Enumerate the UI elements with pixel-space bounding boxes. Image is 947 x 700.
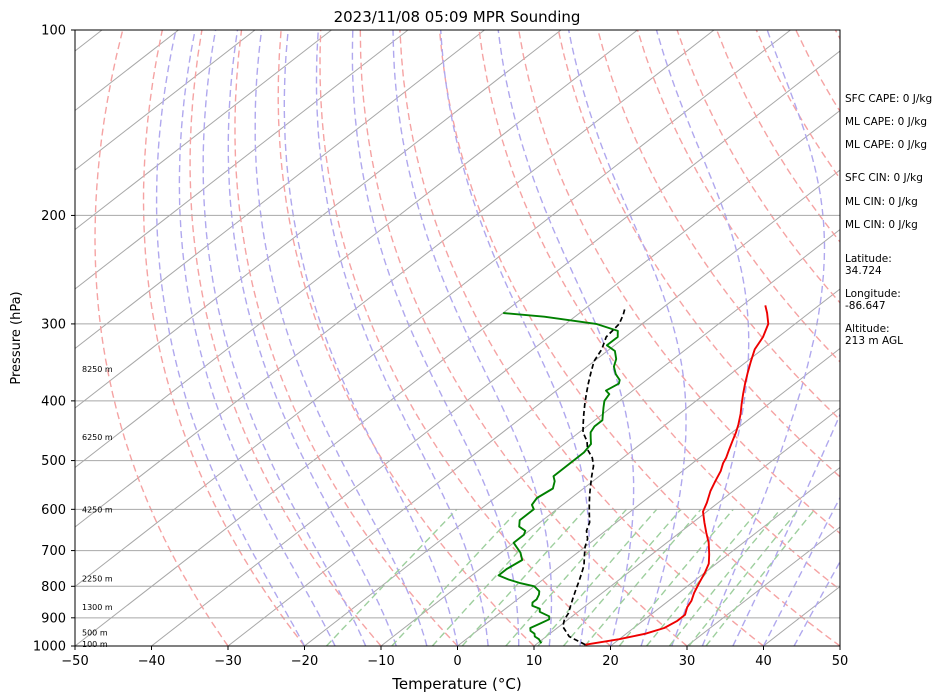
- isotherm-line: [151, 109, 840, 646]
- isotherm-line: [227, 169, 840, 646]
- altitude-label: Altitude:: [845, 323, 890, 335]
- isotherm-line: [75, 30, 791, 588]
- moist-adiabat-line: [351, 30, 520, 646]
- height-label: 500 m: [82, 628, 108, 637]
- moist-adiabat-line: [762, 496, 840, 646]
- height-label: 8250 m: [82, 365, 113, 374]
- latitude-value: 34.724: [845, 265, 882, 277]
- plot-background: [75, 30, 840, 646]
- dry-adiabat-line: [359, 30, 688, 646]
- x-tick-label: −10: [367, 654, 394, 669]
- y-tick-label: 200: [41, 209, 66, 224]
- dry-adiabat-line: [557, 30, 840, 478]
- x-tick-label: −40: [138, 654, 165, 669]
- sfc-cin-text: SFC CIN: 0 J/kg: [845, 172, 923, 184]
- longitude-value: -86.647: [845, 300, 886, 312]
- moist-adiabat-line: [155, 30, 306, 646]
- isotherm-line: [610, 466, 840, 646]
- moist-adiabat-line: [701, 30, 826, 646]
- mixing-ratio-line: [646, 508, 760, 646]
- height-label: 6250 m: [82, 433, 113, 442]
- ml-cin-text: ML CIN: 0 J/kg: [845, 196, 918, 208]
- moist-adiabat-line: [440, 30, 590, 646]
- dry-adiabat-line: [142, 30, 306, 646]
- sounding-profiles: [497, 305, 770, 646]
- height-label: 1300 m: [82, 603, 113, 612]
- chart-title: 2023/11/08 05:09 MPR Sounding: [334, 8, 581, 26]
- mixing-ratio-line: [705, 508, 816, 646]
- isotherm-line: [75, 30, 485, 350]
- temperature-line: [585, 305, 770, 646]
- y-tick-label: 600: [41, 503, 66, 518]
- isotherm-line: [75, 30, 715, 528]
- y-axis-ticks: 100 200 300 400 500 600 700 800 900 1000: [33, 24, 75, 655]
- y-tick-label: 700: [41, 544, 66, 559]
- altitude-value: 213 m AGL: [845, 335, 903, 347]
- ml-cin-text-2: ML CIN: 0 J/kg: [845, 219, 918, 231]
- moist-adiabat-line: [178, 30, 336, 646]
- latitude-label: Latitude:: [845, 253, 892, 265]
- isotherm-line: [75, 30, 256, 171]
- y-tick-label: 800: [41, 580, 66, 595]
- moist-adiabat-line: [283, 30, 459, 646]
- dry-adiabat-line: [399, 30, 764, 646]
- height-label: 2250 m: [82, 574, 113, 583]
- isotherm-line: [304, 228, 840, 646]
- x-axis-ticks: −50 −40 −30 −20 −10 0 10 20 30 40 50: [61, 646, 848, 669]
- x-tick-label: −30: [214, 654, 241, 669]
- y-axis-label: Pressure (hPa): [9, 291, 24, 384]
- dry-adiabat-line: [438, 30, 840, 646]
- mixing-ratio-line: [668, 508, 781, 646]
- sfc-cape-text: SFC CAPE: 0 J/kg: [845, 93, 933, 105]
- moist-adiabat-line: [254, 30, 428, 646]
- x-tick-label: 30: [679, 654, 696, 669]
- moist-adiabat-line: [227, 30, 397, 646]
- isotherm-line: [75, 50, 840, 646]
- dry-adiabat-line: [234, 30, 459, 646]
- isotherm-line: [75, 30, 562, 409]
- isotherm-line: [75, 30, 638, 469]
- y-tick-label: 500: [41, 454, 66, 469]
- dry-adiabat-line: [319, 30, 611, 646]
- dry-adiabat-line: [277, 30, 535, 646]
- moist-adiabat-line: [315, 30, 489, 646]
- y-tick-label: 100: [41, 24, 66, 39]
- longitude-label: Longitude:: [845, 288, 901, 300]
- y-tick-label: 300: [41, 317, 66, 332]
- y-tick-label: 900: [41, 611, 66, 626]
- moist-adiabat-line: [202, 30, 367, 646]
- moist-adiabat-line: [655, 30, 750, 646]
- dry-adiabat-line: [94, 30, 229, 646]
- isotherm-line: [533, 407, 840, 646]
- height-labels: 8250 m 6250 m 4250 m 2250 m 1300 m 500 m 100 m: [82, 365, 113, 649]
- x-tick-label: 0: [453, 654, 461, 669]
- dewpoint-line: [497, 312, 621, 644]
- ml-cape-text-2: ML CAPE: 0 J/kg: [845, 139, 928, 151]
- x-tick-label: 40: [755, 654, 772, 669]
- moist-adiabat-line: [732, 412, 840, 646]
- x-tick-label: 10: [526, 654, 543, 669]
- ml-cape-text: ML CAPE: 0 J/kg: [845, 116, 928, 128]
- moist-adiabat-line: [793, 560, 840, 646]
- isotherm-line: [75, 30, 332, 231]
- isotherm-line: [686, 526, 840, 646]
- mixing-ratio-line: [688, 508, 800, 646]
- y-tick-label: 1000: [33, 640, 66, 655]
- x-tick-label: 50: [832, 654, 849, 669]
- height-label: 100 m: [82, 640, 108, 649]
- x-axis-label: Temperature (°C): [391, 675, 521, 693]
- y-tick-label: 400: [41, 394, 66, 409]
- isotherm-line: [75, 30, 409, 290]
- x-tick-label: −20: [291, 654, 318, 669]
- x-tick-label: 20: [602, 654, 619, 669]
- dry-adiabat-line: [597, 30, 840, 421]
- parcel-path-line: [561, 307, 627, 646]
- dry-adiabat-line: [478, 30, 840, 591]
- height-label: 4250 m: [82, 505, 113, 514]
- x-tick-label: −50: [61, 654, 88, 669]
